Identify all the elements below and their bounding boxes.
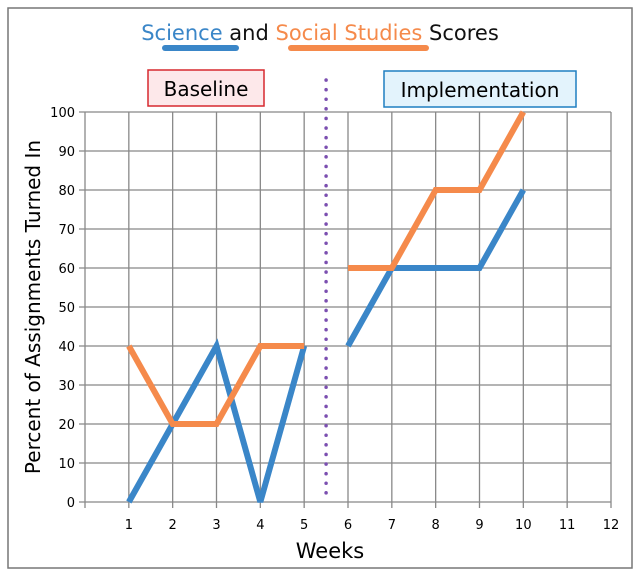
x-tick-label: 8 [432, 518, 440, 533]
x-tick-label: 6 [344, 518, 352, 533]
x-tick-label: 10 [515, 518, 532, 533]
y-tick-label: 90 [58, 145, 75, 160]
y-tick-label: 10 [58, 457, 75, 472]
title-social-studies: Social Studies [275, 21, 422, 45]
y-tick-label: 100 [50, 106, 75, 121]
x-tick-label: 3 [212, 518, 220, 533]
x-axis-ticks: 1 2 3 4 5 6 7 8 9 10 11 12 [125, 518, 620, 533]
x-tick-label: 5 [300, 518, 308, 533]
title-science: Science [141, 21, 222, 45]
x-tick-label: 2 [169, 518, 177, 533]
y-axis-label: Percent of Assignments Turned In [21, 140, 45, 474]
series-lines [126, 110, 526, 504]
baseline-label-box [147, 69, 265, 107]
y-tick-label: 0 [67, 496, 75, 511]
chart-title: Science and Social Studies Scores [141, 21, 499, 45]
y-axis-ticks: 0 10 20 30 40 50 60 70 80 90 100 [50, 106, 75, 511]
title-and: and [223, 21, 276, 45]
title-scores: Scores [422, 21, 498, 45]
x-tick-label: 12 [603, 518, 620, 533]
x-tick-label: 9 [475, 518, 483, 533]
y-tick-label: 70 [58, 223, 75, 238]
y-tick-label: 80 [58, 184, 75, 199]
y-tick-label: 60 [58, 262, 75, 277]
baseline-label: Baseline [164, 77, 249, 101]
x-tick-label: 11 [559, 518, 576, 533]
implementation-label-box [383, 70, 577, 108]
x-tick-label: 7 [388, 518, 396, 533]
x-tick-label: 1 [125, 518, 133, 533]
implementation-label: Implementation [401, 78, 560, 102]
x-tick-label: 4 [256, 518, 264, 533]
y-tick-label: 20 [58, 418, 75, 433]
y-tick-label: 40 [58, 340, 75, 355]
y-tick-label: 30 [58, 379, 75, 394]
x-axis-label: Weeks [296, 539, 364, 563]
y-tick-label: 50 [58, 301, 75, 316]
